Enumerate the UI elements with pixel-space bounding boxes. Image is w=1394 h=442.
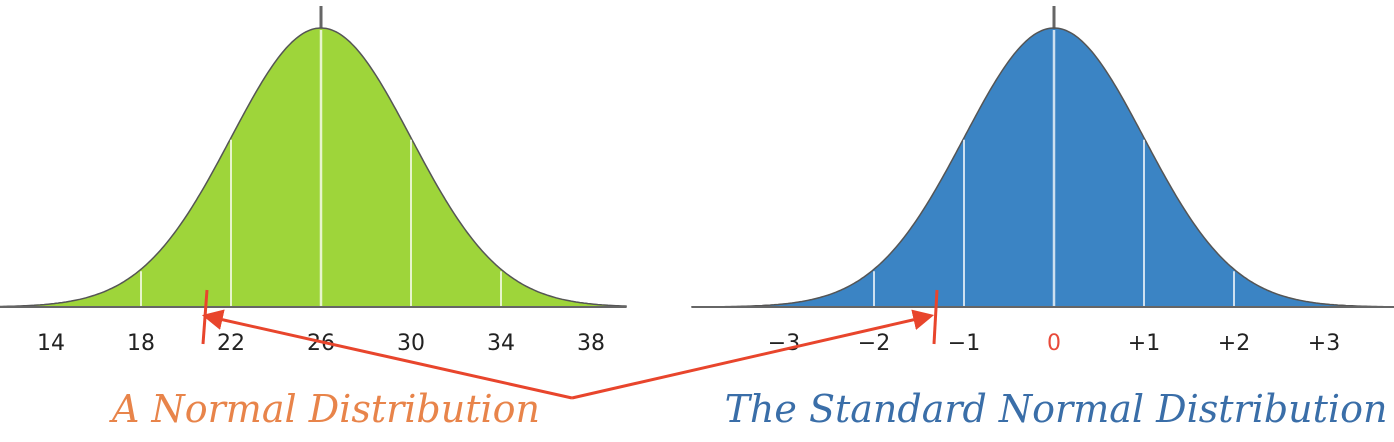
right-tick-label: −2	[858, 331, 890, 356]
arrow-to-right	[571, 309, 935, 400]
tick-labels: 14 18 22 26 30 34 38	[37, 331, 605, 356]
normal-distribution-panel: 14 18 22 26 30 34 38	[0, 6, 627, 356]
left-tick-label: 14	[37, 331, 65, 356]
left-caption: A Normal Distribution	[109, 387, 540, 431]
left-tick-label: 22	[217, 331, 245, 356]
normal-curve	[0, 27, 627, 308]
right-tick-label: +3	[1308, 331, 1340, 356]
right-tick-label: +1	[1128, 331, 1160, 356]
arrow-to-left	[201, 309, 573, 400]
standard-normal-panel: −3 −2 −1 0 +1 +2 +3	[691, 6, 1394, 356]
left-tick-label: 18	[127, 331, 155, 356]
left-tick-label: 34	[487, 331, 515, 356]
left-tick-label: 30	[397, 331, 425, 356]
sd-lines	[873, 30, 1235, 307]
right-tick-label: 0	[1047, 331, 1061, 356]
value-marker-right	[932, 289, 939, 345]
right-tick-label: −1	[948, 331, 980, 356]
transformation-arrows	[201, 289, 939, 400]
right-caption: The Standard Normal Distribution	[725, 387, 1388, 431]
right-tick-label: +2	[1218, 331, 1250, 356]
tick-labels: −3 −2 −1 0 +1 +2 +3	[768, 331, 1340, 356]
left-tick-label: 38	[577, 331, 605, 356]
sd-lines	[140, 30, 502, 307]
standard-normal-curve	[691, 27, 1394, 308]
